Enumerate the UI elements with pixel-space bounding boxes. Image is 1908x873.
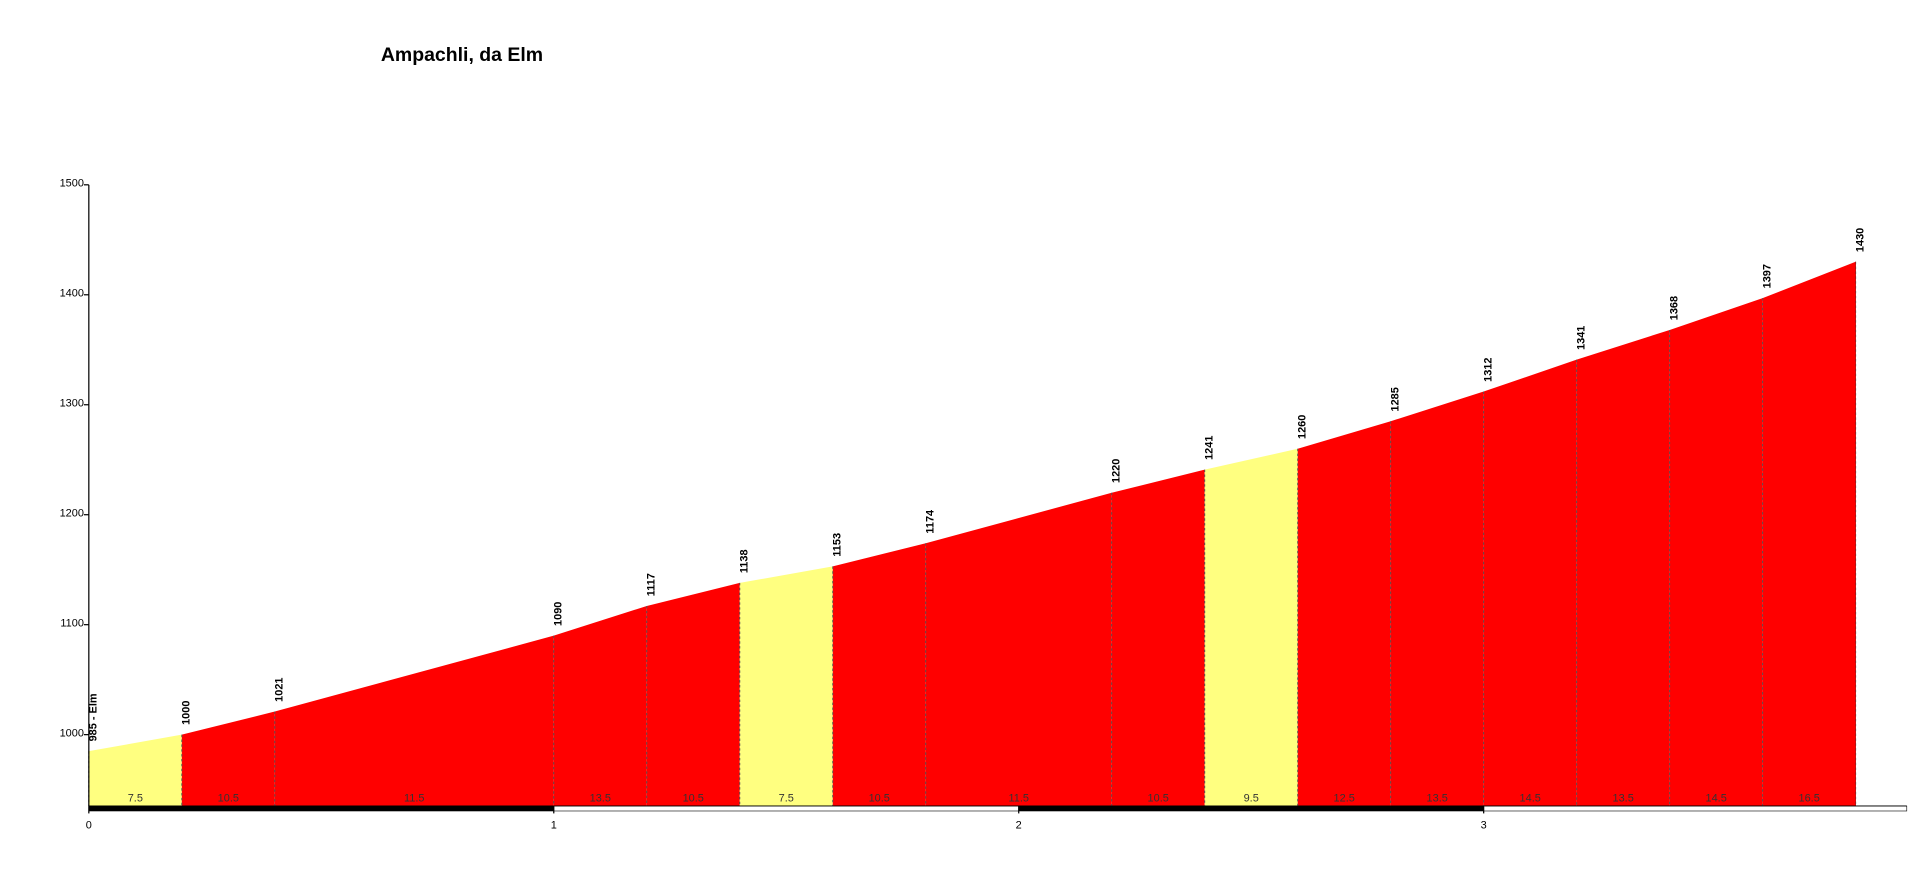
point-label: 1368 <box>1668 296 1680 320</box>
gradient-label: 10.5 <box>1148 793 1169 805</box>
km-bar <box>553 805 1020 812</box>
gradient-label: 14.5 <box>1706 793 1727 805</box>
y-tick-label: 1000 <box>60 727 84 739</box>
segment <box>1483 359 1577 807</box>
x-tick-label: 1 <box>551 819 557 831</box>
point-label: 1174 <box>924 509 936 534</box>
gradient-label: 10.5 <box>218 793 239 805</box>
gradient-label: 13.5 <box>590 793 611 805</box>
segment <box>1111 469 1205 807</box>
point-label: 1241 <box>1203 436 1215 460</box>
segment <box>274 635 554 807</box>
x-tick-label: 3 <box>1481 819 1487 831</box>
km-bar <box>1018 805 1484 812</box>
segment <box>1390 391 1484 807</box>
segment <box>832 543 926 807</box>
x-tick-label: 2 <box>1016 819 1022 831</box>
gradient-label: 7.5 <box>128 793 143 805</box>
segment <box>1204 448 1298 807</box>
segment <box>1576 329 1670 807</box>
gradient-label: 13.5 <box>1427 793 1448 805</box>
point-label: 1397 <box>1761 264 1773 288</box>
km-bar <box>1483 805 1908 812</box>
gradient-label: 16.5 <box>1798 793 1819 805</box>
segment <box>553 605 647 807</box>
segment <box>1297 421 1391 807</box>
gradient-label: 10.5 <box>869 793 890 805</box>
gradient-label: 11.5 <box>1008 793 1028 805</box>
point-label: 1312 <box>1482 357 1494 381</box>
segment <box>739 566 833 807</box>
point-label: 1260 <box>1296 415 1308 439</box>
y-tick-label: 1200 <box>60 507 84 519</box>
segment <box>1762 261 1856 807</box>
y-tick-label: 1100 <box>60 617 84 629</box>
point-label: 1153 <box>832 533 844 557</box>
km-bar <box>88 805 555 812</box>
point-label: 1021 <box>274 677 286 701</box>
y-tick-label: 1300 <box>60 397 84 409</box>
point-label: 1117 <box>646 573 658 596</box>
point-label: 1090 <box>553 602 565 626</box>
point-label: 1341 <box>1575 326 1587 350</box>
point-label: 1000 <box>181 701 193 725</box>
gradient-label: 12.5 <box>1334 793 1355 805</box>
segment <box>181 711 275 807</box>
y-tick-label: 1400 <box>60 287 84 299</box>
x-tick-label: 0 <box>86 819 92 831</box>
point-label: 1430 <box>1854 228 1866 252</box>
point-label: 1138 <box>739 549 751 573</box>
point-label: 1220 <box>1110 459 1122 483</box>
segment <box>925 492 1112 807</box>
segment <box>1669 298 1763 807</box>
gradient-label: 9.5 <box>1244 793 1259 805</box>
point-label: 985 - Elm <box>88 693 100 741</box>
point-label: 1285 <box>1389 387 1401 411</box>
gradient-label: 14.5 <box>1520 793 1541 805</box>
gradient-label: 10.5 <box>683 793 704 805</box>
gradient-label: 11.5 <box>404 793 424 805</box>
gradient-label: 7.5 <box>779 793 794 805</box>
segment <box>88 734 182 807</box>
chart-title: Ampachli, da Elm <box>381 44 543 66</box>
gradient-label: 13.5 <box>1613 793 1634 805</box>
segment <box>646 582 740 807</box>
y-tick-label: 1500 <box>60 177 84 189</box>
